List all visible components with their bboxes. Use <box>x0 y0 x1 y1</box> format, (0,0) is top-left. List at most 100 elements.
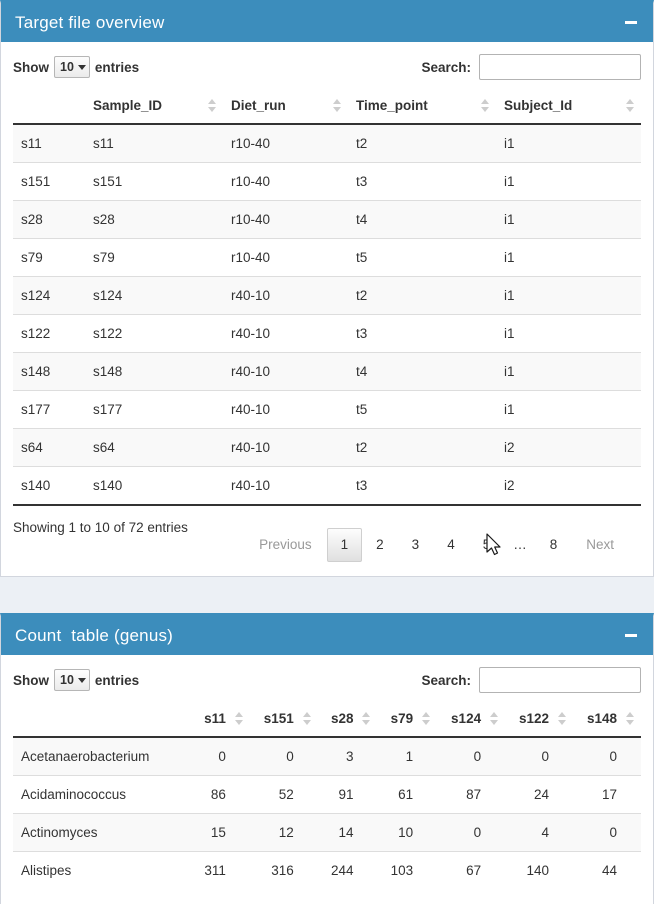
column-header-s151[interactable]: s151 <box>249 703 318 738</box>
column-label: Time_point <box>356 98 428 113</box>
table-row[interactable]: s79 s79 r10-40 t5 i1 <box>13 238 641 277</box>
datatable-footer: Showing 1 to 10 of 72 entries Previous 1… <box>13 506 641 570</box>
cell-s122: 24 <box>505 775 574 814</box>
panel-title: Count table (genus) <box>15 625 174 645</box>
column-header-sample-id[interactable]: Sample_ID <box>85 90 223 125</box>
datatable-controls: Show 10 entries Search: <box>13 52 641 90</box>
table-container-target: Sample_ID Diet_run Time_point <box>13 90 641 506</box>
cell-taxon: Acetanaerobacterium <box>13 737 191 776</box>
sort-icon <box>234 712 244 725</box>
sort-icon <box>422 712 431 725</box>
cell-diet-run: r40-10 <box>223 276 348 315</box>
cell-sample-id: s28 <box>85 200 223 239</box>
cell-s28: 244 <box>317 851 378 889</box>
search-input[interactable] <box>479 667 641 693</box>
table-body: Acetanaerobacterium 0 0 3 1 0 0 0 Acidam… <box>13 737 641 889</box>
cell-s148: 0 <box>573 737 641 776</box>
pagination-previous[interactable]: Previous <box>259 537 312 552</box>
column-label: Subject_Id <box>504 98 573 113</box>
cell-s79: 103 <box>377 851 438 889</box>
panel-title: Target file overview <box>15 12 165 32</box>
cell-s148: 17 <box>573 775 641 814</box>
column-header-subject-id[interactable]: Subject_Id <box>496 90 641 125</box>
table-row[interactable]: Actinomyces 15 12 14 10 0 4 0 <box>13 813 641 852</box>
column-label: s148 <box>586 711 617 726</box>
search-input[interactable] <box>479 54 641 80</box>
pagination-page-1[interactable]: 1 <box>326 528 363 562</box>
cell-s151: 12 <box>249 813 318 852</box>
column-header-s122[interactable]: s122 <box>505 703 574 738</box>
cell-time-point: t5 <box>348 238 496 277</box>
table-header-row: s11 s151 s28 <box>13 703 641 738</box>
chevron-down-icon <box>77 64 86 70</box>
column-header-s79[interactable]: s79 <box>377 703 438 738</box>
table-row[interactable]: s11 s11 r10-40 t2 i1 <box>13 124 641 163</box>
table-row[interactable]: s64 s64 r40-10 t2 i2 <box>13 428 641 467</box>
table-row[interactable]: s140 s140 r40-10 t3 i2 <box>13 466 641 506</box>
column-header-time-point[interactable]: Time_point <box>348 90 496 125</box>
sort-icon <box>302 712 312 725</box>
entries-label: entries <box>94 672 140 688</box>
page-length-select[interactable]: 10 <box>54 669 90 691</box>
column-header-s11[interactable]: s11 <box>191 703 250 738</box>
show-label: Show <box>13 672 49 688</box>
cell-sample-id: s177 <box>85 390 223 429</box>
cell-s28: 91 <box>317 775 378 814</box>
table-row[interactable]: s124 s124 r40-10 t2 i1 <box>13 276 641 315</box>
column-header-s28[interactable]: s28 <box>317 703 378 738</box>
sort-icon <box>490 712 499 725</box>
cell-time-point: t4 <box>348 352 496 391</box>
minus-icon <box>625 634 637 637</box>
sort-icon <box>626 712 635 725</box>
cell-s79: 1 <box>377 737 438 776</box>
cell-time-point: t2 <box>348 276 496 315</box>
cell-s122: 0 <box>505 737 574 776</box>
pagination-page-3[interactable]: 3 <box>411 537 420 552</box>
entries-label: entries <box>94 59 140 75</box>
column-label: s124 <box>451 711 482 726</box>
cell-rowname: s64 <box>13 428 85 467</box>
table-row[interactable]: s151 s151 r10-40 t3 i1 <box>13 162 641 201</box>
column-label: s122 <box>518 711 550 726</box>
pagination-next[interactable]: Next <box>586 537 614 552</box>
panel-tools <box>619 11 643 35</box>
column-header-s124[interactable]: s124 <box>437 703 506 738</box>
table-row[interactable]: s28 s28 r10-40 t4 i1 <box>13 200 641 239</box>
table-row[interactable]: s122 s122 r40-10 t3 i1 <box>13 314 641 353</box>
cell-diet-run: r40-10 <box>223 428 348 467</box>
cell-s11: 0 <box>191 737 250 776</box>
page-length-select[interactable]: 10 <box>54 56 90 78</box>
cell-diet-run: r10-40 <box>223 200 348 239</box>
cell-subject-id: i2 <box>496 428 641 467</box>
sort-icon <box>208 99 217 112</box>
pagination-page-2[interactable]: 2 <box>376 537 384 552</box>
sort-icon <box>558 712 567 725</box>
cell-diet-run: r40-10 <box>223 352 348 391</box>
collapse-button[interactable] <box>619 624 643 648</box>
cell-s151: 0 <box>249 737 318 776</box>
table-row[interactable]: Acidaminococcus 86 52 91 61 87 24 17 <box>13 775 641 814</box>
cell-rowname: s151 <box>13 162 85 201</box>
pagination-page-8[interactable]: 8 <box>549 537 558 552</box>
cell-time-point: t5 <box>348 390 496 429</box>
cell-s11: 311 <box>191 851 250 889</box>
cell-sample-id: s64 <box>85 428 223 467</box>
table-row[interactable]: s177 s177 r40-10 t5 i1 <box>13 390 641 429</box>
collapse-button[interactable] <box>619 11 643 35</box>
table-container-count: s11 s151 s28 <box>13 703 641 889</box>
column-header-s148[interactable]: s148 <box>573 703 641 738</box>
cell-rowname: s122 <box>13 314 85 353</box>
pagination-page-5[interactable]: 5 <box>482 537 491 552</box>
table-row[interactable]: Alistipes 311 316 244 103 67 140 44 <box>13 851 641 889</box>
cell-s151: 316 <box>249 851 318 889</box>
cell-time-point: t2 <box>348 124 496 163</box>
cell-rowname: s140 <box>13 466 85 506</box>
page-length-control: Show 10 entries <box>13 669 139 691</box>
table-row[interactable]: Acetanaerobacterium 0 0 3 1 0 0 0 <box>13 737 641 776</box>
column-header-diet-run[interactable]: Diet_run <box>223 90 348 125</box>
cell-s11: 86 <box>191 775 250 814</box>
datatable-controls: Show 10 entries Search: <box>13 665 641 703</box>
table-row[interactable]: s148 s148 r40-10 t4 i1 <box>13 352 641 391</box>
pagination-page-4[interactable]: 4 <box>447 537 455 552</box>
